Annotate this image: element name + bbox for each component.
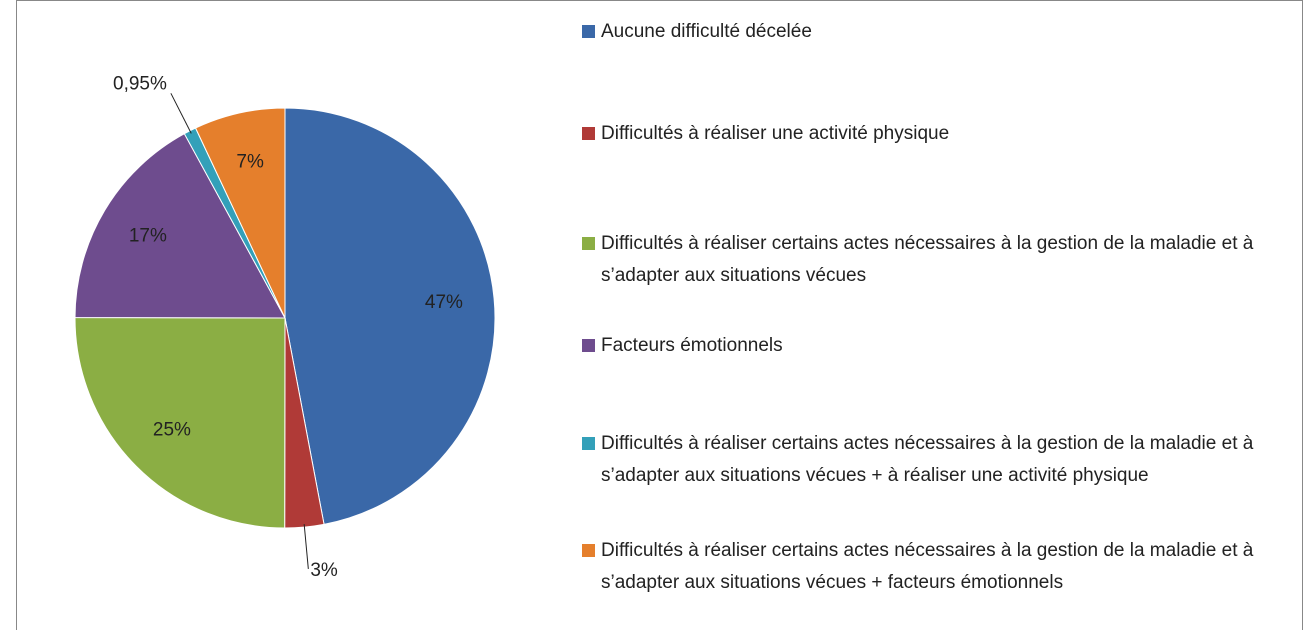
legend-item: Difficultés à réaliser certains actes né… — [582, 428, 1292, 492]
legend-label: Difficultés à réaliser certains actes né… — [601, 540, 1254, 593]
legend-label: Difficultés à réaliser certains actes né… — [601, 433, 1254, 486]
legend-swatch — [582, 127, 595, 140]
legend-swatch — [582, 25, 595, 38]
leader-line — [170, 93, 192, 134]
legend-label: Facteurs émotionnels — [601, 335, 783, 356]
pie-slice — [194, 107, 286, 319]
data-label: 25% — [153, 420, 191, 441]
data-label: 3% — [310, 560, 338, 581]
data-label: 7% — [236, 151, 264, 172]
pie-slice — [284, 107, 496, 525]
legend-swatch — [582, 544, 595, 557]
legend-label: Difficultés à réaliser une activité phys… — [601, 123, 950, 144]
legend-swatch — [582, 339, 595, 352]
legend-swatch — [582, 237, 595, 250]
legend-label: Aucune difficulté décelée — [601, 21, 812, 42]
legend-item: Difficultés à réaliser certains actes né… — [582, 535, 1292, 599]
data-label: 0,95% — [113, 73, 167, 94]
pie-slice — [74, 317, 286, 529]
legend-item: Difficultés à réaliser certains actes né… — [582, 228, 1292, 292]
leader-line — [303, 524, 309, 569]
legend-item: Difficultés à réaliser une activité phys… — [582, 118, 1292, 150]
legend-label: Difficultés à réaliser certains actes né… — [601, 233, 1254, 286]
legend-item: Facteurs émotionnels — [582, 330, 1292, 362]
data-label: 47% — [425, 292, 463, 313]
data-label: 17% — [129, 225, 167, 246]
legend-item: Aucune difficulté décelée — [582, 16, 1292, 48]
legend-swatch — [582, 437, 595, 450]
frame — [16, 0, 1303, 630]
pie-slice — [74, 133, 286, 319]
